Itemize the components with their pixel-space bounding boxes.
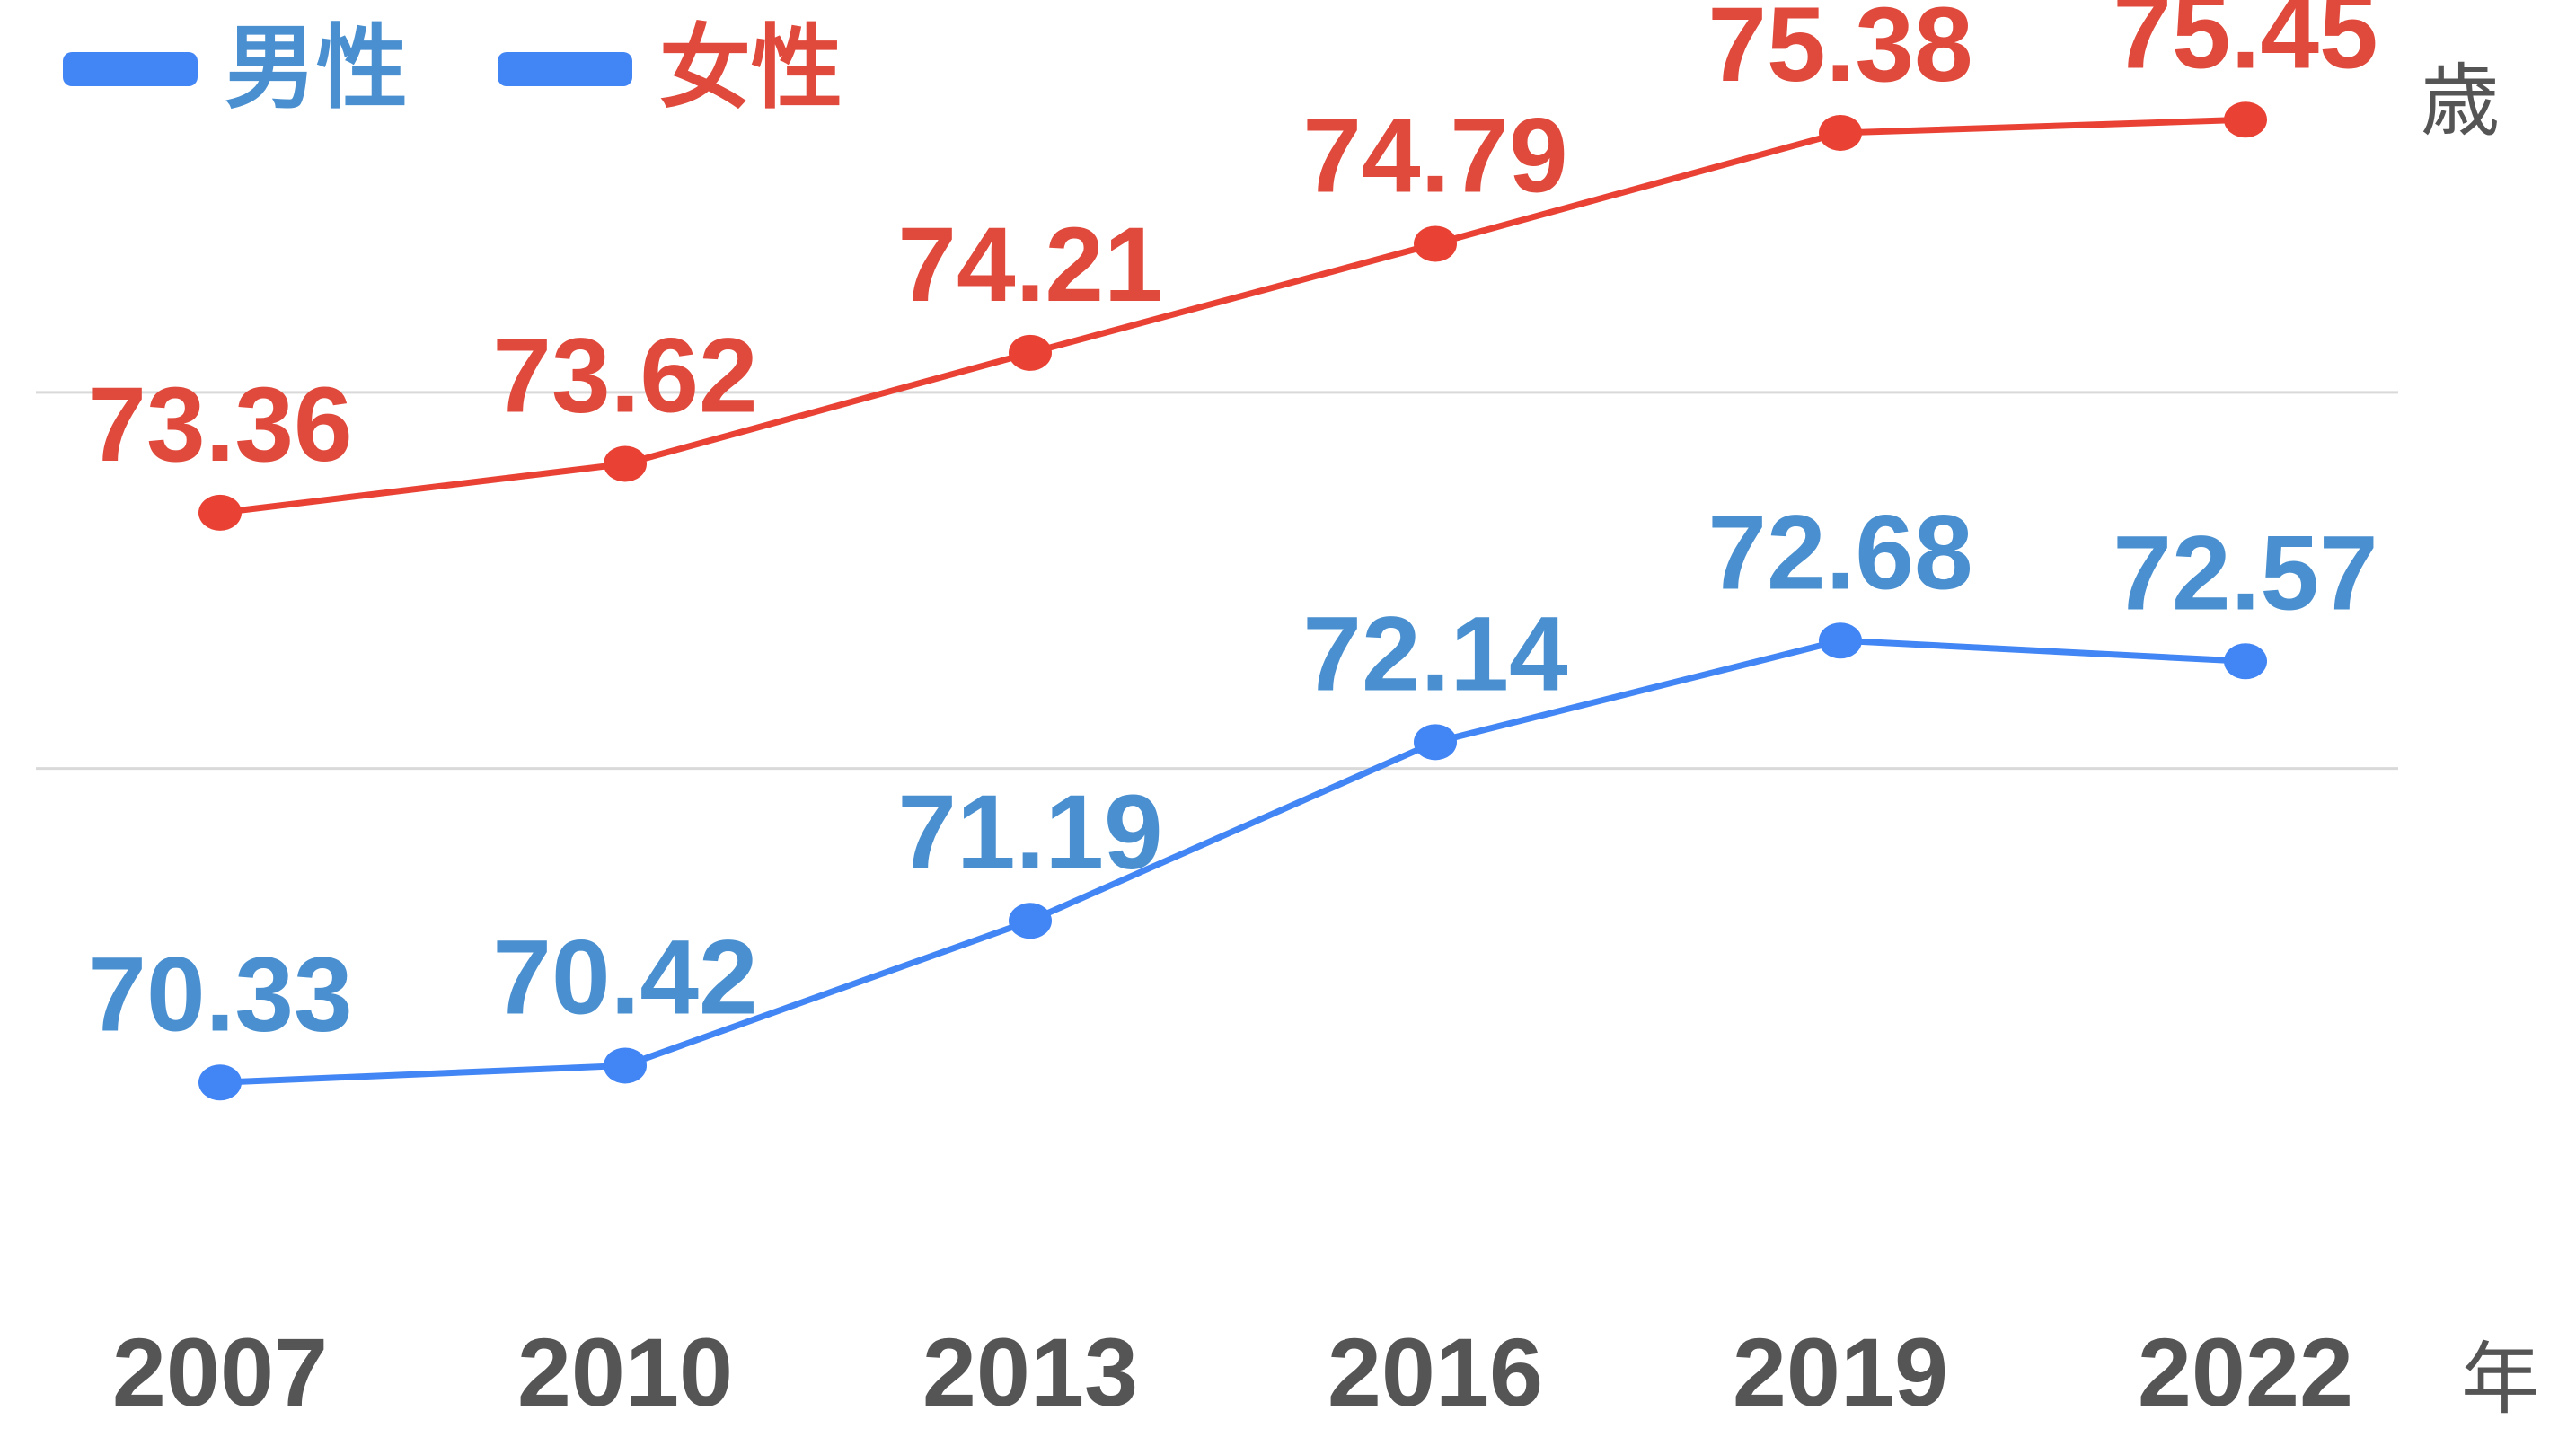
data-point-male — [1414, 724, 1457, 761]
data-label-female: 74.21 — [897, 206, 1162, 324]
legend-item-female[interactable]: 女性 — [498, 23, 842, 115]
data-label-female: 75.38 — [1707, 0, 1972, 104]
legend-swatch-male — [63, 52, 198, 86]
x-tick-label: 2007 — [112, 1318, 328, 1426]
data-label-female: 74.79 — [1302, 96, 1567, 215]
x-tick-label: 2016 — [1328, 1318, 1543, 1426]
data-point-male — [2224, 643, 2267, 680]
data-label-female: 73.36 — [87, 366, 352, 484]
data-point-female — [604, 445, 647, 482]
x-tick-label: 2022 — [2138, 1318, 2353, 1426]
data-label-male: 70.42 — [492, 918, 757, 1036]
legend: 男性 女性 — [63, 23, 932, 115]
data-label-male: 72.68 — [1707, 493, 1972, 612]
x-tick-label: 2010 — [517, 1318, 733, 1426]
data-point-female — [1819, 114, 1862, 151]
data-point-female — [2224, 101, 2267, 138]
data-label-male: 72.14 — [1302, 595, 1567, 713]
data-label-male: 72.57 — [2113, 514, 2378, 632]
legend-label-male: 男性 — [225, 15, 408, 122]
data-point-female — [1009, 334, 1052, 371]
legend-swatch-female — [498, 52, 632, 86]
data-point-female — [198, 494, 242, 531]
data-point-female — [1414, 225, 1457, 262]
data-label-male: 71.19 — [897, 773, 1162, 892]
legend-label-female: 女性 — [659, 15, 842, 122]
data-point-male — [198, 1064, 242, 1101]
legend-item-male[interactable]: 男性 — [63, 23, 408, 115]
data-point-male — [1009, 903, 1052, 939]
x-tick-label: 2013 — [922, 1318, 1138, 1426]
y-axis-unit-label: 歳 — [2421, 55, 2501, 147]
data-label-male: 70.33 — [87, 935, 352, 1054]
series-line-female — [219, 116, 2246, 516]
data-point-male — [604, 1047, 647, 1084]
data-point-male — [1819, 622, 1862, 659]
data-label-female: 75.45 — [2113, 0, 2378, 91]
x-axis-unit-label: 年 — [2461, 1333, 2541, 1425]
series-line-male — [219, 637, 2246, 1086]
data-label-female: 73.62 — [492, 316, 757, 435]
x-tick-label: 2019 — [1733, 1318, 1948, 1426]
